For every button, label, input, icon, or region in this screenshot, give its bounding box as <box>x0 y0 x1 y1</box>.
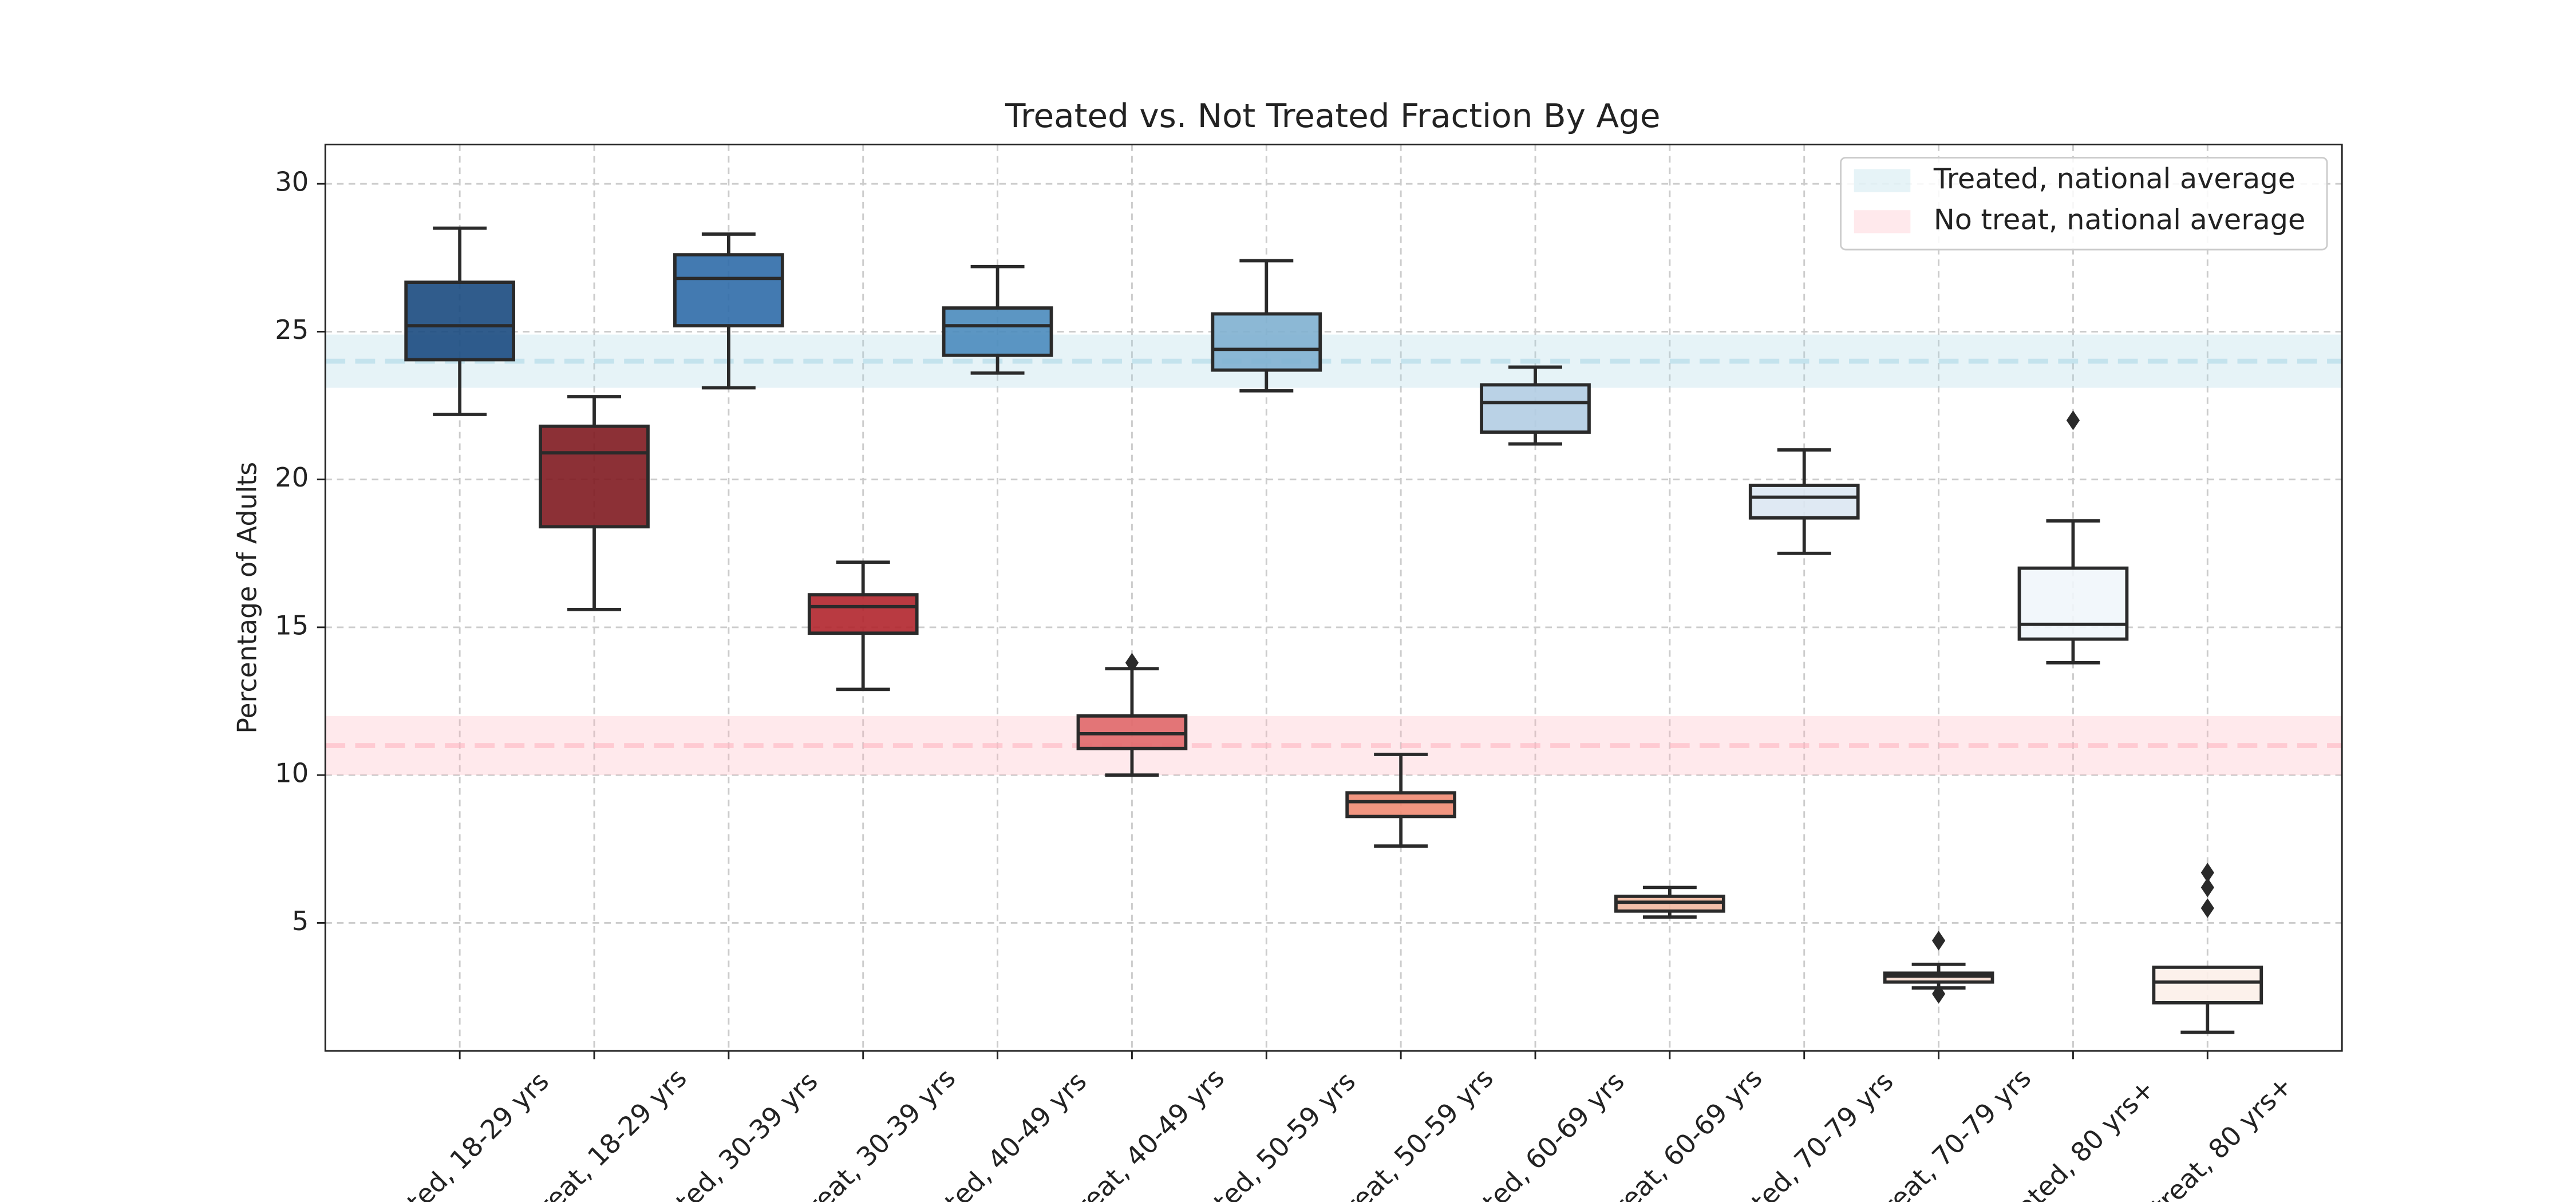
box <box>1211 312 1322 372</box>
y-tick-label: 5 <box>292 906 309 936</box>
legend-swatch <box>1854 210 1911 234</box>
legend-label: Treated, national average <box>1933 162 2296 195</box>
y-axis-label: Percentage of Adults <box>231 462 262 734</box>
legend-box <box>1840 156 2328 251</box>
legend-swatch <box>1854 169 1911 192</box>
plot-frame <box>324 144 2343 1052</box>
flier <box>1125 653 1139 673</box>
legend-label: No treat, national average <box>1934 203 2305 236</box>
box <box>1345 791 1457 819</box>
x-tick-label: Treated, 18-29 yrs <box>361 1066 555 1202</box>
flier <box>2200 877 2214 897</box>
box <box>539 424 650 529</box>
flier <box>1932 984 1946 1004</box>
flier <box>1932 931 1946 951</box>
flier <box>2200 863 2214 883</box>
flier <box>2200 898 2214 918</box>
chart-title: Treated vs. Not Treated Fraction By Age <box>1005 96 1660 135</box>
y-tick-label: 15 <box>275 610 309 641</box>
box <box>2017 566 2129 641</box>
box <box>1480 383 1591 434</box>
y-tick-label: 30 <box>275 167 309 197</box>
box <box>807 593 919 635</box>
box <box>1748 484 1860 520</box>
box <box>2152 966 2263 1005</box>
y-tick-label: 25 <box>275 314 309 345</box>
y-tick-label: 20 <box>275 462 309 493</box>
flier <box>2066 410 2080 430</box>
y-tick-label: 10 <box>275 758 309 789</box>
box <box>404 280 516 362</box>
box <box>673 253 784 327</box>
box <box>942 306 1053 357</box>
